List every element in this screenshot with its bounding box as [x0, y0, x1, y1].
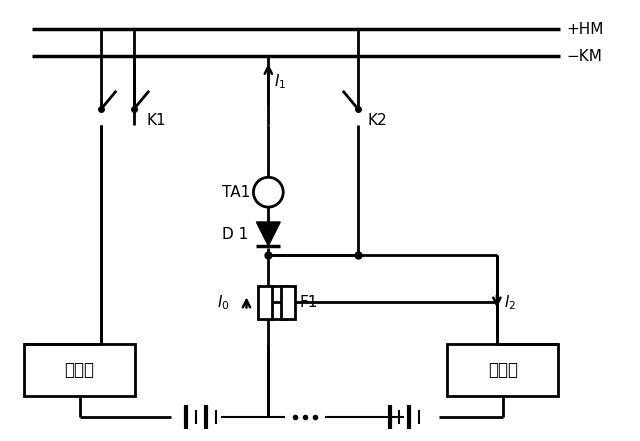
Text: D 1: D 1 — [221, 228, 248, 243]
Polygon shape — [257, 222, 280, 246]
Bar — [259, 286, 272, 319]
Bar — [24, 344, 135, 396]
Text: $I_1$: $I_1$ — [275, 72, 287, 91]
Text: K1: K1 — [146, 113, 166, 128]
Text: −KM: −KM — [566, 49, 602, 64]
Text: $I_2$: $I_2$ — [504, 293, 516, 312]
Text: F1: F1 — [299, 295, 317, 310]
Text: TA1: TA1 — [221, 185, 250, 200]
Bar — [281, 286, 295, 319]
Text: 放电仪: 放电仪 — [488, 361, 518, 379]
Text: K2: K2 — [368, 113, 387, 128]
Text: +HM: +HM — [566, 22, 604, 37]
Bar — [447, 344, 559, 396]
Text: $I_0$: $I_0$ — [217, 293, 229, 312]
Text: 充电机: 充电机 — [65, 361, 95, 379]
